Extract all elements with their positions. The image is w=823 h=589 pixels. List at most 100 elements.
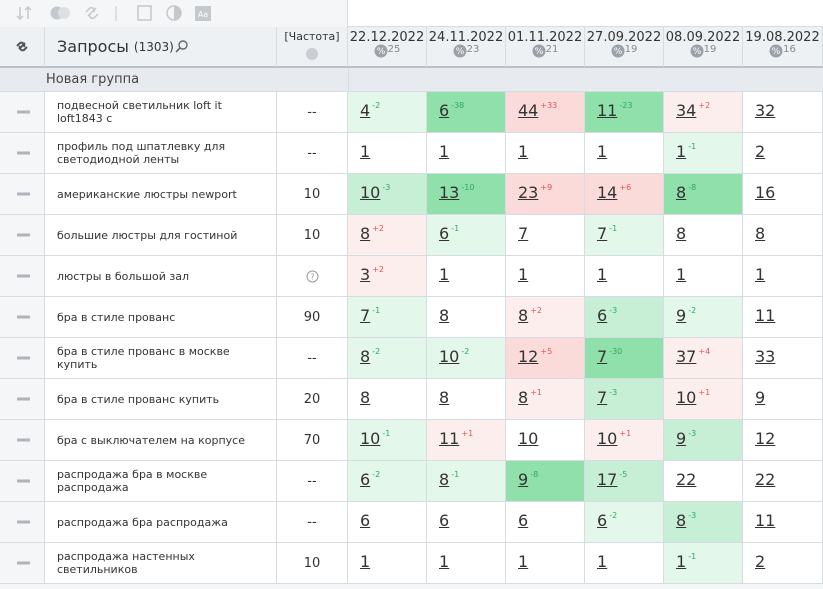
position-value: 13	[439, 183, 460, 202]
position-cell: 1 -1	[664, 133, 743, 174]
row-handle	[0, 215, 45, 256]
position-cell: 1	[585, 133, 664, 174]
date-header: 24.11.2022% 23	[427, 27, 506, 68]
position-value: 8	[676, 183, 687, 202]
query-title: Запросы	[57, 37, 129, 56]
position-cell: 9 -3	[664, 420, 743, 461]
position-value: 2	[755, 142, 766, 161]
position-delta: -5	[619, 470, 628, 479]
position-value: 33	[755, 347, 776, 366]
position-value: 1	[518, 265, 529, 284]
position-value: 1	[439, 142, 450, 161]
date-count: 19	[703, 44, 717, 55]
freq-cell: 20	[277, 379, 348, 420]
row-handle	[0, 256, 45, 297]
position-cell: 1	[585, 256, 664, 297]
position-value: 10	[439, 347, 460, 366]
position-cell: 10	[506, 420, 585, 461]
position-cell: 1	[506, 133, 585, 174]
dash-icon	[17, 151, 30, 155]
position-cell: 10 -3	[348, 174, 427, 215]
date-count: 21	[545, 44, 559, 55]
position-delta: +2	[372, 265, 384, 274]
position-cell: 8 +2	[506, 297, 585, 338]
position-cell: 8	[348, 379, 427, 420]
freq-cell: 90	[277, 297, 348, 338]
position-cell: 1	[506, 256, 585, 297]
position-cell: 8	[664, 215, 743, 256]
position-delta: -3	[609, 306, 618, 315]
freq-cell: --	[277, 461, 348, 502]
position-cell: 7	[506, 215, 585, 256]
position-cell: 6	[506, 502, 585, 543]
position-delta: -10	[461, 183, 475, 192]
dash-icon	[17, 356, 30, 360]
row-handle	[0, 502, 45, 543]
position-cell: 8 +2	[348, 215, 427, 256]
date-header: 08.09.2022% 19	[664, 27, 743, 68]
query-text: бра в стиле прованс в москве купить	[45, 338, 277, 379]
position-cell: 1	[743, 256, 823, 297]
position-value: 44	[518, 101, 539, 120]
position-value: 6	[597, 306, 608, 325]
date-count-row: % 21	[506, 44, 584, 58]
position-cell: 1	[664, 256, 743, 297]
dash-icon	[17, 233, 30, 237]
group-row: Новая группа	[0, 68, 823, 92]
dash-icon	[17, 561, 30, 565]
position-value: 1	[518, 552, 529, 571]
date-count-row: % 19	[664, 44, 742, 58]
row-handle	[0, 174, 45, 215]
freq-cell: --	[277, 338, 348, 379]
position-cell: 6 -3	[585, 297, 664, 338]
position-cell: 8 +1	[506, 379, 585, 420]
toolbar-spacer	[348, 0, 823, 27]
freq-header: [Частота]	[277, 27, 348, 68]
position-value: 7	[360, 306, 371, 325]
row-handle	[0, 133, 45, 174]
position-cell: 6 -1	[427, 215, 506, 256]
position-value: 11	[755, 306, 776, 325]
position-value: 1	[439, 265, 450, 284]
position-delta: +1	[530, 388, 542, 397]
position-cell: 9 -2	[664, 297, 743, 338]
position-value: 34	[676, 101, 697, 120]
position-cell: 8 -1	[427, 461, 506, 502]
position-value: 10	[360, 183, 381, 202]
date-header: 19.08.2022% 16	[743, 27, 823, 68]
position-delta: -1	[372, 306, 381, 315]
position-cell: 8 -8	[664, 174, 743, 215]
position-cell: 22	[743, 461, 823, 502]
position-delta: +33	[540, 101, 558, 110]
query-text: распродажа бра в москве распродажа	[45, 461, 277, 502]
position-cell: 8 -3	[664, 502, 743, 543]
position-cell: 11	[743, 297, 823, 338]
position-delta: -1	[688, 552, 697, 561]
position-value: 8	[755, 224, 766, 243]
svg-text:%: %	[376, 47, 385, 57]
position-cell: 10 +1	[664, 379, 743, 420]
svg-text:%: %	[772, 47, 781, 57]
position-delta: -2	[372, 101, 381, 110]
position-delta: -8	[688, 183, 697, 192]
position-cell: 4 -2	[348, 92, 427, 133]
position-delta: -1	[688, 142, 697, 151]
freq-cell: 10	[277, 543, 348, 584]
position-cell: 32	[743, 92, 823, 133]
position-value: 6	[518, 511, 529, 530]
position-value: 7	[597, 224, 608, 243]
position-cell: 1	[585, 543, 664, 584]
date-count: 19	[624, 44, 638, 55]
position-value: 8	[439, 470, 450, 489]
position-value: 1	[755, 265, 766, 284]
position-delta: -3	[688, 429, 697, 438]
position-cell: 16	[743, 174, 823, 215]
link-col-header	[0, 27, 45, 68]
freq-cell: 10	[277, 215, 348, 256]
position-cell: 22	[664, 461, 743, 502]
svg-text:%: %	[692, 47, 701, 57]
freq-cell: --	[277, 92, 348, 133]
search-icon	[175, 39, 188, 53]
position-delta: +9	[540, 183, 553, 192]
